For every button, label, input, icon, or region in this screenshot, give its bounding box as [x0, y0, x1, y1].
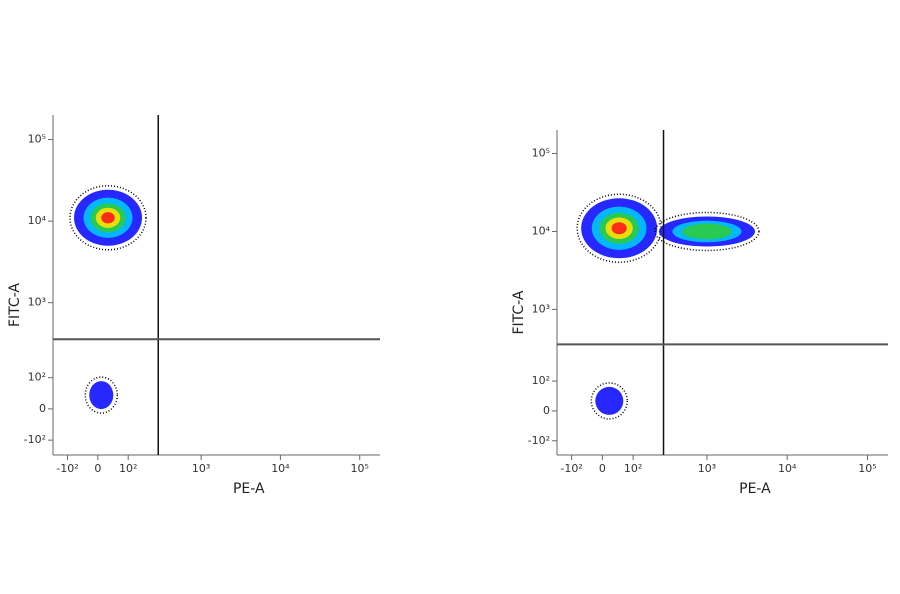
- x-axis-label: PE-A: [233, 481, 265, 497]
- x-tick-label: 10²: [119, 462, 137, 475]
- population: [576, 193, 662, 263]
- y-tick-label: -10²: [24, 433, 46, 446]
- population-halo: [69, 185, 147, 251]
- x-tick-label: 10⁴: [778, 462, 797, 475]
- density-level: [595, 386, 624, 415]
- population: [84, 376, 119, 414]
- y-tick-label: 10⁴: [28, 214, 47, 227]
- y-tick-label: 10²: [532, 374, 550, 387]
- x-tick-label: -10²: [56, 462, 78, 475]
- population: [69, 185, 147, 251]
- population-halo: [654, 211, 760, 252]
- density-level: [681, 223, 732, 240]
- population-halo: [590, 382, 629, 420]
- y-tick-label: 0: [543, 404, 550, 417]
- x-tick-label: 10⁴: [271, 462, 290, 475]
- x-tick-label: 10⁵: [351, 462, 369, 475]
- y-tick-label: 10⁴: [532, 224, 551, 237]
- x-axis-label: PE-A: [739, 481, 771, 497]
- y-axis-label: FITC-A: [7, 283, 23, 327]
- x-tick-label: 10²: [624, 462, 642, 475]
- y-tick-label: 10²: [28, 371, 46, 384]
- x-tick-label: 10³: [192, 462, 210, 475]
- population-halo: [84, 376, 119, 414]
- x-tick-label: -10²: [560, 462, 582, 475]
- y-tick-label: 10³: [28, 296, 46, 309]
- y-tick-label: 10³: [532, 302, 550, 315]
- y-axis-label: FITC-A: [511, 290, 527, 334]
- x-tick-label: 10⁵: [858, 462, 876, 475]
- population: [590, 382, 629, 420]
- y-tick-label: 10⁵: [28, 133, 46, 146]
- y-tick-label: 0: [39, 402, 46, 415]
- population: [654, 211, 760, 252]
- y-tick-label: 10⁵: [532, 146, 550, 159]
- y-tick-label: -10²: [528, 434, 550, 447]
- density-level: [101, 212, 115, 224]
- x-tick-label: 0: [94, 462, 101, 475]
- density-level: [611, 222, 627, 235]
- x-tick-label: 0: [599, 462, 606, 475]
- density-level: [89, 381, 114, 410]
- x-tick-label: 10³: [698, 462, 716, 475]
